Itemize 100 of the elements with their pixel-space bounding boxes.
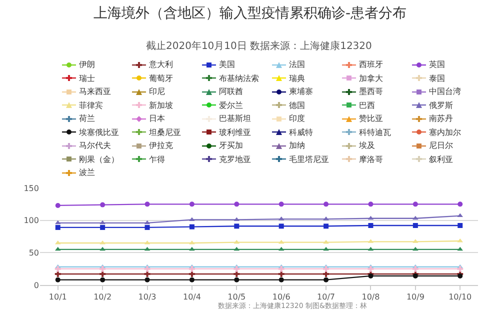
legend-label: 布基纳法索 (219, 72, 259, 84)
legend-label: 印度 (289, 113, 305, 124)
y-tick-label: 0 (34, 280, 39, 290)
legend-label: 美国 (219, 59, 235, 70)
legend-label: 瑞士 (79, 72, 95, 84)
legend-label: 马来西亚 (79, 86, 111, 98)
legend-label: 印尼 (149, 86, 165, 98)
legend-label: 毛里塔尼亚 (289, 154, 329, 165)
chart-title: 上海境外（含地区）输入型疫情累积确诊-患者分布 (93, 6, 407, 22)
legend-label: 巴基斯坦 (219, 113, 251, 124)
point (412, 223, 418, 228)
legend-label: 埃塞俄比亚 (79, 126, 119, 138)
legend-label: 德国 (289, 100, 305, 111)
legend-label: 南苏丹 (429, 113, 453, 124)
point (278, 277, 284, 282)
legend-label: 赞比亚 (359, 113, 383, 124)
point (144, 277, 150, 282)
point (323, 271, 330, 278)
point (55, 202, 60, 208)
legend-label: 中国台湾 (429, 86, 461, 98)
legend-label: 葡萄牙 (149, 72, 173, 84)
x-tick-label: 10/3 (138, 292, 156, 302)
point (234, 271, 240, 278)
chart-subtitle: 截止2020年10月10日 数据来源：上海健康12320 (146, 40, 372, 52)
legend-label: 墨西哥 (359, 86, 383, 98)
point (189, 224, 194, 230)
legend-label: 爱尔兰 (219, 100, 243, 111)
point (234, 224, 240, 229)
legend-label: 叙利亚 (429, 154, 453, 165)
point (54, 271, 61, 278)
legend-label: 摩洛哥 (359, 154, 383, 165)
legend-label: 巴西 (359, 100, 375, 111)
point (100, 202, 106, 208)
legend-label: 伊朗 (79, 59, 95, 70)
point (144, 224, 150, 230)
point (144, 271, 150, 278)
x-tick-label: 10/7 (317, 292, 336, 302)
legend-label: 法国 (289, 59, 305, 70)
legend-label: 意大利 (149, 59, 173, 70)
legend-label: 科特迪瓦 (359, 126, 391, 138)
legend-label: 马尔代夫 (79, 140, 111, 152)
x-tick-label: 10/10 (448, 292, 472, 302)
legend-label: 克罗地亚 (219, 154, 251, 165)
point (234, 266, 240, 272)
point (278, 202, 284, 207)
point (188, 271, 195, 278)
legend-label: 新加坡 (149, 100, 173, 111)
legend-label: 尼日尔 (429, 140, 453, 152)
point (412, 202, 418, 207)
legend-label: 塞内加尔 (429, 126, 461, 138)
point (278, 271, 284, 278)
point (323, 240, 329, 244)
legend-label: 伊拉克 (149, 140, 173, 152)
legend-label: 乍得 (149, 154, 165, 165)
legend-label: 菲律宾 (79, 100, 103, 111)
point (54, 266, 61, 272)
legend-label: 加拿大 (359, 72, 383, 84)
point (458, 202, 463, 207)
y-tick-label: 100 (24, 216, 39, 226)
point (55, 277, 60, 282)
point (55, 224, 60, 230)
point (323, 246, 329, 251)
legend-label: 牙买加 (219, 140, 243, 152)
x-tick-label: 10/2 (94, 292, 112, 302)
point (188, 266, 195, 272)
point (100, 224, 106, 230)
point (144, 266, 150, 272)
point (278, 224, 284, 229)
point (324, 277, 329, 282)
legend-label: 荷兰 (79, 113, 95, 124)
point (278, 266, 284, 272)
point (189, 202, 194, 207)
legend-label: 俄罗斯 (429, 100, 453, 111)
point (368, 202, 374, 207)
legend-label: 西班牙 (359, 59, 383, 70)
x-tick-label: 10/1 (48, 292, 67, 302)
x-tick-label: 10/9 (406, 292, 424, 302)
point (100, 271, 106, 278)
legend-label: 加纳 (289, 140, 305, 152)
legend-label: 波兰 (79, 167, 95, 178)
point (144, 202, 150, 207)
legend-label: 坦桑尼亚 (149, 126, 181, 138)
point (324, 202, 329, 207)
legend-label: 柬埔寨 (289, 86, 313, 98)
legend-label: 阿联酋 (219, 86, 243, 98)
point (234, 277, 240, 282)
point (234, 202, 240, 207)
point (368, 266, 374, 272)
point (368, 223, 374, 228)
point (323, 266, 330, 272)
legend-label: 英国 (429, 59, 445, 70)
point (412, 216, 418, 220)
legend-label: 瑞典 (289, 72, 305, 84)
x-tick-label: 10/5 (228, 292, 246, 302)
point (100, 277, 106, 282)
x-tick-label: 10/8 (362, 292, 380, 302)
point (100, 266, 106, 272)
legend-label: 刚果（金） (79, 154, 119, 165)
legend-label: 泰国 (429, 72, 445, 84)
legend-label: 日本 (149, 113, 165, 124)
